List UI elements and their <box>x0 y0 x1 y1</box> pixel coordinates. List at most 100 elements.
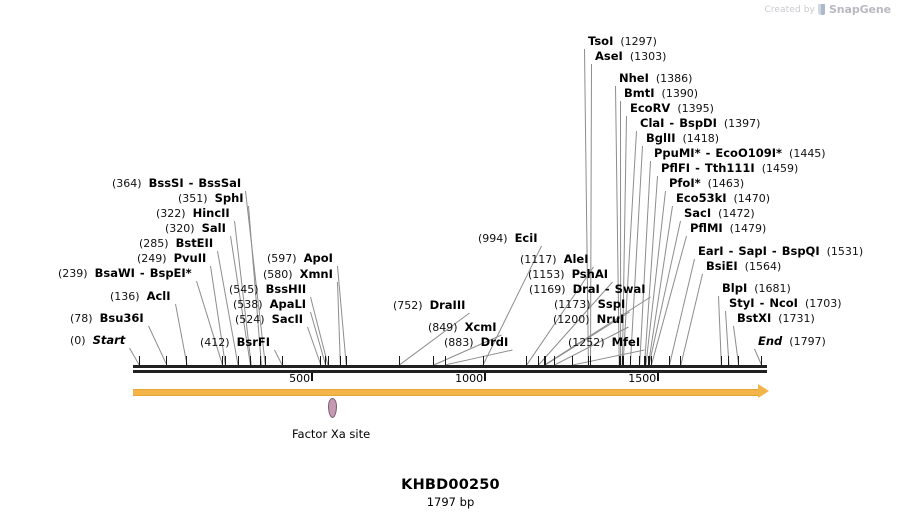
restriction-site-label[interactable]: StyI - NcoI (1703) <box>729 296 842 311</box>
restriction-site-label[interactable]: EarI - SapI - BspQI (1531) <box>698 244 863 259</box>
restriction-site-label[interactable]: EcoRV (1395) <box>630 101 714 116</box>
restriction-cut-tick <box>525 356 527 366</box>
restriction-site-label[interactable]: (752) DraIII <box>393 299 465 313</box>
restriction-site-label[interactable]: PflFI - Tth111I (1459) <box>661 161 799 176</box>
label-separator: - <box>767 244 781 258</box>
enzyme-name: PflFI <box>661 161 691 175</box>
ruler-tick-label: 500 <box>289 372 311 385</box>
restriction-site-label[interactable]: (545) BssHII <box>229 282 307 297</box>
enzyme-position: (1564) <box>737 260 782 273</box>
enzyme-position: (1117) <box>520 253 564 266</box>
enzyme-position: (1397) <box>716 117 761 130</box>
restriction-cut-tick <box>165 356 167 366</box>
restriction-site-label[interactable]: (994) EciI <box>478 231 538 246</box>
restriction-site-label[interactable]: (1169) DraI - SwaI <box>529 283 646 297</box>
enzyme-position: (364) <box>112 177 149 190</box>
enzyme-position: (239) <box>58 267 95 280</box>
restriction-site-label[interactable]: PpuMI* - EcoO109I* (1445) <box>654 147 826 161</box>
restriction-site-label[interactable]: (1117) AleI <box>520 253 589 267</box>
enzyme-name: StyI <box>729 296 755 310</box>
restriction-cut-tick <box>761 356 762 366</box>
enzyme-position: (1479) <box>722 222 767 235</box>
restriction-site-label[interactable]: (1173) SspI <box>554 298 625 312</box>
factor-xa-site-marker[interactable] <box>328 398 338 418</box>
restriction-site-label[interactable]: (0) Start <box>70 334 125 348</box>
plasmid-title: KHBD00250 <box>401 477 500 493</box>
label-separator: - <box>665 116 679 130</box>
enzyme-name: Tth111I <box>704 161 755 175</box>
enzyme-position: (538) <box>233 298 270 311</box>
restriction-cut-tick <box>186 356 188 366</box>
restriction-site-label[interactable]: (580) XmnI <box>263 268 333 282</box>
restriction-site-label[interactable]: BsiEI (1564) <box>706 260 782 274</box>
restriction-site-label[interactable]: (364) BssSI - BssSaI <box>112 176 242 191</box>
leader-line <box>572 349 645 366</box>
restriction-site-label[interactable]: AseI (1303) <box>595 50 666 64</box>
enzyme-position: (285) <box>139 237 176 250</box>
enzyme-name: BssSI <box>148 176 184 190</box>
enzyme-name: EciI <box>514 231 538 245</box>
restriction-site-label[interactable]: (538) ApaLI <box>233 298 306 312</box>
enzyme-position: (1459) <box>754 162 799 175</box>
enzyme-name: SacII <box>271 312 303 326</box>
restriction-site-label[interactable]: (136) AclI <box>110 290 171 304</box>
enzyme-position: (1200) <box>553 313 597 326</box>
restriction-cut-tick <box>345 356 347 366</box>
restriction-site-label[interactable]: PflMI (1479) <box>690 222 767 236</box>
enzyme-position: (1297) <box>613 35 657 48</box>
restriction-site-label[interactable]: (849) XcmI <box>428 320 497 335</box>
restriction-site-label[interactable]: (597) ApoI <box>267 251 333 266</box>
enzyme-name: SalI <box>201 221 226 235</box>
enzyme-position: (136) <box>110 290 147 303</box>
restriction-site-label[interactable]: (78) Bsu36I <box>70 312 144 326</box>
enzyme-name: BlpI <box>722 281 748 295</box>
restriction-site-label[interactable]: (1200) NruI <box>553 313 624 327</box>
restriction-cut-tick <box>644 356 645 366</box>
restriction-site-label[interactable]: BstXI (1731) <box>737 312 815 326</box>
restriction-site-label[interactable]: (883) DrdI <box>444 335 509 350</box>
enzyme-name: NcoI <box>769 296 798 310</box>
restriction-site-label[interactable]: BlpI (1681) <box>722 281 791 296</box>
restriction-site-label[interactable]: (1153) PshAI <box>528 268 608 282</box>
enzyme-name: PfoI* <box>669 176 701 190</box>
restriction-cut-tick <box>590 356 591 366</box>
restriction-site-label[interactable]: BglII (1418) <box>646 132 719 146</box>
restriction-cut-tick <box>249 356 251 366</box>
restriction-site-label[interactable]: BmtI (1390) <box>624 87 698 101</box>
enzyme-position: (1731) <box>771 312 815 325</box>
enzyme-name: DrdI <box>480 335 509 349</box>
restriction-site-label[interactable]: SacI (1472) <box>684 207 755 221</box>
enzyme-name: XcmI <box>464 320 497 334</box>
enzyme-position: (1252) <box>568 336 612 349</box>
leader-line <box>650 235 687 366</box>
restriction-site-label[interactable]: PfoI* (1463) <box>669 176 744 191</box>
restriction-site-label[interactable]: NheI (1386) <box>619 72 692 86</box>
restriction-cut-tick <box>629 356 631 366</box>
restriction-site-label[interactable]: End (1797) <box>758 335 826 349</box>
restriction-site-label[interactable]: Eco53kI (1470) <box>676 191 770 206</box>
restriction-site-label[interactable]: (249) PvuII <box>137 252 206 266</box>
restriction-site-label[interactable]: (239) BsaWI - BspEI* <box>58 267 192 281</box>
enzyme-position: (752) <box>393 299 430 312</box>
restriction-cut-tick <box>264 356 266 366</box>
enzyme-name: ApoI <box>303 251 333 265</box>
leader-line <box>718 295 722 366</box>
restriction-site-label[interactable]: (351) SphI <box>178 192 244 206</box>
restriction-cut-tick <box>250 356 252 366</box>
restriction-cut-tick <box>281 356 283 366</box>
restriction-site-label[interactable]: ClaI - BspDI (1397) <box>640 116 761 131</box>
restriction-site-label[interactable]: (524) SacII <box>235 312 303 327</box>
enzyme-name: EcoRV <box>630 101 671 115</box>
restriction-site-label[interactable]: (320) SalI <box>165 221 226 236</box>
restriction-cut-tick <box>668 356 670 366</box>
enzyme-name: Eco53kI <box>676 191 727 205</box>
restriction-site-label[interactable]: (285) BstEII <box>139 237 213 251</box>
restriction-cut-tick <box>339 356 341 366</box>
enzyme-name: BssSaI <box>198 176 242 190</box>
restriction-cut-tick <box>554 356 556 366</box>
enzyme-name: BssHII <box>265 282 307 296</box>
restriction-site-label[interactable]: (322) HincII <box>156 207 230 221</box>
restriction-site-label[interactable]: (412) BsrFI <box>200 336 270 350</box>
restriction-site-label[interactable]: (1252) MfeI <box>568 336 640 350</box>
restriction-site-label[interactable]: TsoI (1297) <box>588 35 657 49</box>
